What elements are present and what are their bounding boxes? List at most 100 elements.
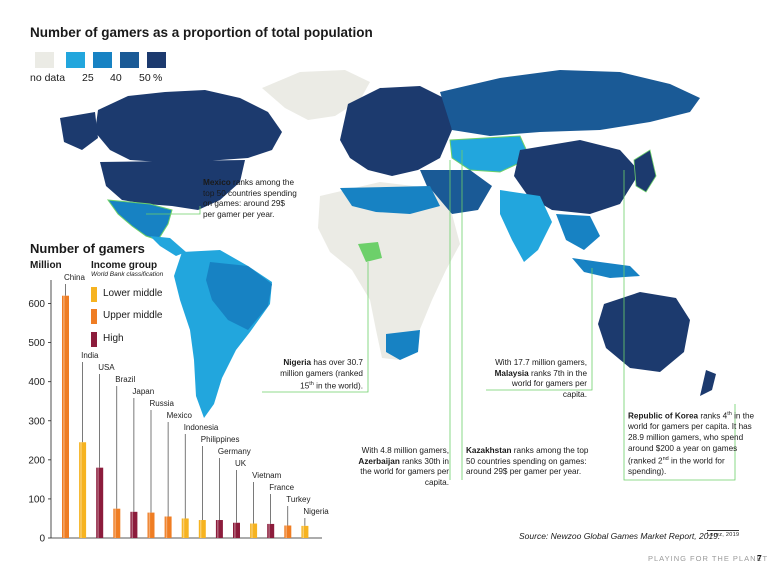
- annotation-korea: Republic of Korea ranks 4th in the world…: [628, 409, 758, 478]
- bar-highlight: [131, 511, 133, 538]
- map-japan: [633, 149, 657, 193]
- legend-label-50: 50: [139, 72, 151, 84]
- category-label: Nigeria: [303, 507, 329, 516]
- map-north-africa: [340, 186, 440, 214]
- category-label: France: [269, 483, 294, 492]
- map-russia: [440, 70, 700, 136]
- category-label: Turkey: [286, 495, 310, 504]
- income-legend-label-high: High: [103, 333, 124, 344]
- category-label: Brazil: [115, 375, 135, 384]
- income-legend-swatch-high: [91, 332, 97, 347]
- map-greenland: [262, 70, 370, 120]
- y-tick-label: 600: [28, 299, 45, 310]
- legend-swatch-max: [147, 52, 166, 68]
- income-legend-label-lower-middle: Lower middle: [103, 288, 163, 299]
- annotation-malaysia-text: ranks 7th in the world for gamers per ca…: [511, 368, 587, 399]
- map-africa: [318, 182, 460, 360]
- legend-swatch-no-data: [35, 52, 54, 68]
- annotation-kazakhstan-text: ranks among the top 50 countries spendin…: [466, 446, 589, 477]
- chart-title: Number of gamers: [30, 241, 145, 256]
- annotation-korea-country: Republic of Korea: [628, 411, 699, 421]
- bar-highlight: [234, 522, 236, 538]
- bar: [233, 522, 240, 538]
- annotation-nigeria-sup: th: [309, 381, 314, 388]
- legend-swatch-50: [120, 52, 139, 68]
- map-title: Number of gamers as a proportion of tota…: [30, 25, 373, 40]
- legend-label-40: 40: [110, 72, 122, 84]
- leader-mexico: [146, 206, 201, 215]
- map-europe: [340, 86, 452, 176]
- y-axis-label: Million: [30, 260, 62, 271]
- category-label: UK: [235, 459, 247, 468]
- category-label: Philippines: [201, 435, 240, 444]
- category-label: Russia: [150, 399, 175, 408]
- bar-highlight: [251, 523, 253, 538]
- bar-highlight: [97, 467, 99, 538]
- annotation-korea-text: ranks 4: [700, 411, 728, 421]
- annotation-kazakhstan-country: Kazakhstan: [466, 446, 512, 455]
- bar: [113, 508, 121, 538]
- map-se-asia: [556, 214, 600, 250]
- annotation-korea-text-mid: in the world for gamers per capita. It h…: [628, 411, 755, 466]
- annotation-korea-sup1: th: [727, 411, 732, 417]
- legend-label-25: 25: [82, 72, 94, 84]
- category-label: Germany: [218, 447, 251, 456]
- legend-swatch-40: [93, 52, 112, 68]
- page-number: 7: [757, 553, 762, 563]
- leader-korea: [623, 170, 736, 481]
- bar-highlight: [148, 512, 151, 538]
- bar-highlight: [302, 525, 304, 538]
- y-tick-label: 500: [28, 338, 45, 349]
- bar-highlight: [182, 518, 185, 538]
- annotation-azerbaijan-pre: With 4.8 million gamers,: [361, 446, 449, 455]
- map-china: [514, 140, 640, 214]
- income-legend-title: Income group: [91, 260, 158, 271]
- map-usa: [100, 160, 245, 210]
- category-label: Vietnam: [252, 471, 282, 480]
- leader-malaysia: [486, 268, 593, 391]
- bar: [215, 520, 223, 538]
- bar: [181, 518, 189, 538]
- annotation-azerbaijan-text: ranks 30th in the world for gamers per c…: [360, 456, 449, 487]
- leader-nigeria: [262, 262, 369, 393]
- bar: [96, 467, 104, 538]
- category-label: Indonesia: [184, 423, 219, 432]
- map-indonesia: [572, 258, 640, 278]
- annotation-nigeria-country: Nigeria: [283, 358, 312, 367]
- y-tick-label: 100: [28, 494, 45, 505]
- annotation-mexico-text: ranks among the top 50 countries spendin…: [203, 178, 297, 219]
- bar-highlight: [63, 295, 65, 538]
- y-tick-label: 0: [39, 534, 45, 545]
- source-note: Source: Newzoo Global Games Market Repor…: [519, 531, 721, 541]
- bar-highlight: [217, 520, 219, 538]
- bar: [250, 523, 258, 538]
- income-legend-subtitle: World Bank classification: [91, 271, 164, 278]
- map-nigeria: [358, 242, 382, 262]
- bar: [301, 525, 309, 538]
- annotation-malaysia: With 17.7 million gamers, Malaysia ranks…: [487, 358, 587, 400]
- footer-title: PLAYING FOR THE PLANET: [648, 554, 769, 563]
- category-label: India: [81, 351, 99, 360]
- annotation-mexico: Mexico ranks among the top 50 countries …: [203, 178, 298, 220]
- bar-highlight: [80, 442, 82, 538]
- map-south-africa: [386, 330, 420, 360]
- legend-label-no-data: no data: [30, 72, 66, 84]
- annotation-korea-text-end: in the world for spending).: [628, 456, 725, 477]
- annotation-nigeria-text-end: in the world).: [313, 381, 363, 391]
- annotation-nigeria-text: has over 30.7 million gamers (ranked 15: [280, 358, 363, 391]
- map-middle-east: [420, 170, 492, 214]
- map-central-asia: [449, 135, 531, 173]
- category-label: China: [64, 273, 85, 282]
- bar-highlight: [285, 525, 287, 538]
- annotation-nigeria: Nigeria has over 30.7 million gamers (ra…: [265, 358, 363, 393]
- bar: [79, 442, 87, 538]
- bar: [62, 295, 69, 538]
- map-alaska: [60, 112, 98, 150]
- map-central-america: [150, 236, 186, 256]
- annotation-azerbaijan: With 4.8 million gamers, Azerbaijan rank…: [345, 446, 449, 488]
- annotation-korea-sup2: nd: [662, 456, 669, 463]
- annotation-malaysia-pre: With 17.7 million gamers,: [495, 358, 587, 367]
- category-label: Japan: [132, 387, 154, 396]
